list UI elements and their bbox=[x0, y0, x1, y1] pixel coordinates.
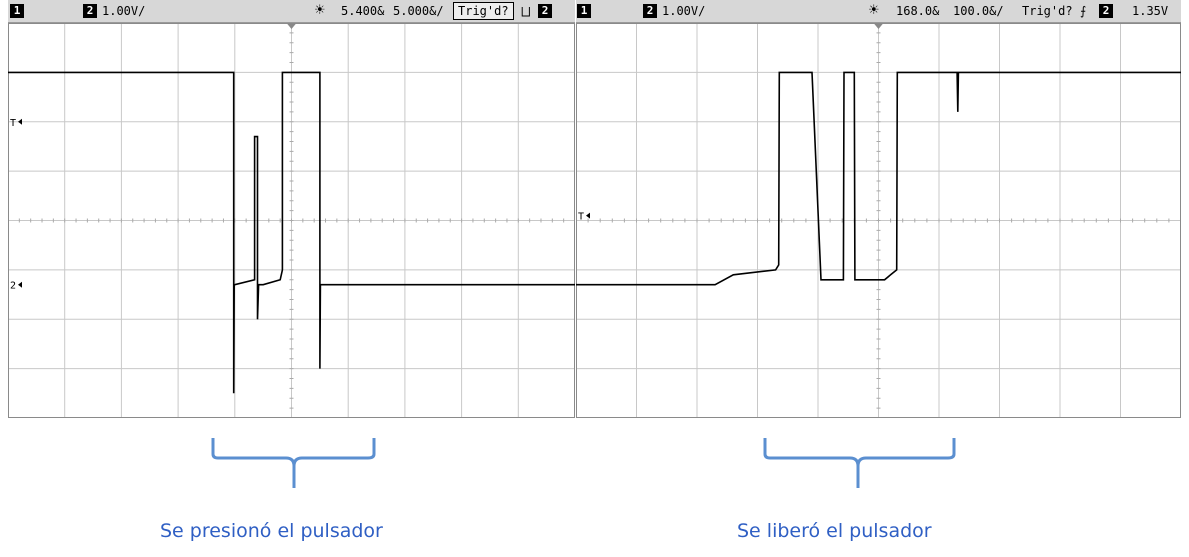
channel-2-badge: 2 bbox=[643, 4, 657, 18]
channel-2-scale: 1.00V/ bbox=[662, 4, 706, 18]
channel-2-ground-marker: 2 bbox=[10, 281, 16, 292]
sun-icon: ☀ bbox=[314, 3, 326, 18]
status-bar: 1 2 1.00V/ ☀ 168.0& 100.0&/ Trig'd? ⨍ 2 … bbox=[576, 0, 1181, 23]
channel-2-ground-marker-arrow bbox=[18, 281, 22, 288]
trigger-slope-icon: ⨍ bbox=[1080, 4, 1087, 18]
trigger-position-marker bbox=[873, 23, 884, 29]
trigger-level-readout: 1.35V bbox=[1132, 4, 1169, 18]
waveform-grid: T2 bbox=[8, 23, 575, 418]
caption-pressed: Se presionó el pulsador bbox=[160, 520, 383, 542]
trigger-status: Trig'd? bbox=[453, 2, 514, 20]
trigger-channel-badge: 2 bbox=[538, 4, 552, 18]
right-brace-icon bbox=[763, 438, 956, 488]
timebase-readout: 5.000&/ bbox=[393, 4, 444, 18]
trigger-position-marker bbox=[286, 23, 297, 29]
left-brace-icon bbox=[211, 438, 376, 488]
channel-2-scale: 1.00V/ bbox=[102, 4, 146, 18]
oscilloscope-capture-pressed: 1 2 1.00V/ ☀ 5.400& 5.000&/ Trig'd? ⨆ 2 … bbox=[8, 0, 575, 418]
trigger-level-marker-arrow bbox=[586, 212, 590, 219]
delay-readout: 168.0& bbox=[896, 4, 940, 18]
trigger-level-marker: T bbox=[10, 118, 16, 129]
channel-2-trace bbox=[8, 71, 575, 394]
status-bar: 1 2 1.00V/ ☀ 5.400& 5.000&/ Trig'd? ⨆ 2 bbox=[8, 0, 575, 23]
channel-1-badge: 1 bbox=[10, 4, 24, 18]
trigger-level-marker: T bbox=[578, 212, 584, 223]
channel-2-trace bbox=[576, 71, 1181, 286]
caption-released: Se liberó el pulsador bbox=[737, 520, 932, 542]
delay-readout: 5.400& bbox=[341, 4, 385, 18]
trigger-slope-icon: ⨆ bbox=[521, 4, 531, 18]
waveform-grid: T bbox=[576, 23, 1181, 418]
trigger-level-marker-arrow bbox=[18, 118, 22, 125]
channel-1-badge: 1 bbox=[577, 4, 591, 18]
trigger-channel-badge: 2 bbox=[1099, 4, 1113, 18]
channel-2-badge: 2 bbox=[83, 4, 97, 18]
timebase-readout: 100.0&/ bbox=[953, 4, 1004, 18]
oscilloscope-capture-released: 1 2 1.00V/ ☀ 168.0& 100.0&/ Trig'd? ⨍ 2 … bbox=[576, 0, 1181, 418]
sun-icon: ☀ bbox=[868, 3, 880, 18]
trigger-status: Trig'd? bbox=[1022, 4, 1073, 18]
